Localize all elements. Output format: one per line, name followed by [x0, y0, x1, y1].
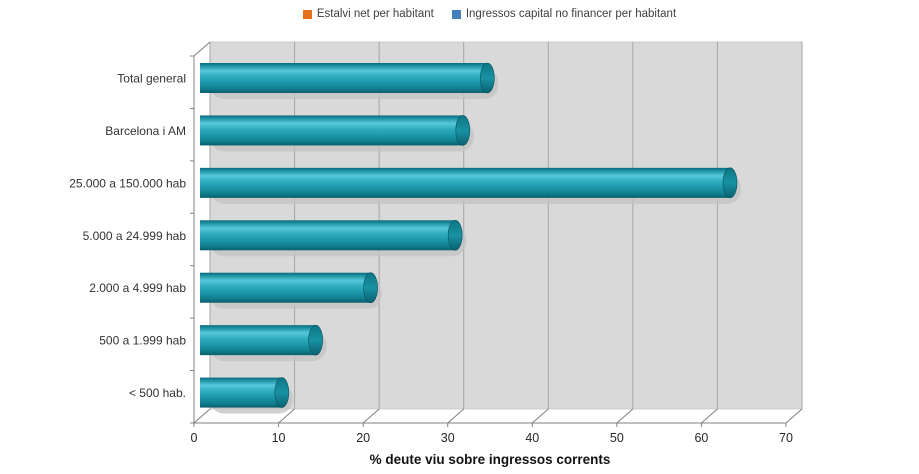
bar	[200, 377, 282, 408]
legend-label-estalvi: Estalvi net per habitant	[316, 8, 434, 20]
x-axis-tick-connector	[531, 408, 549, 424]
bar	[200, 115, 463, 146]
x-axis-tick-connector	[447, 408, 465, 424]
orange-square-swatch-icon	[302, 9, 312, 19]
bar-endcap	[308, 324, 323, 356]
bar	[200, 220, 456, 251]
category-label: 500 a 1.999 hab	[99, 334, 186, 348]
category-label: 25.000 a 150.000 hab	[69, 176, 186, 190]
bar-endcap	[447, 219, 463, 251]
bar-endcap	[363, 272, 378, 304]
x-axis-tick-connector	[785, 408, 803, 424]
x-tick-label: 10	[272, 431, 286, 445]
legend-label-ingressos: Ingressos capital no financer per habita…	[465, 8, 677, 20]
x-axis-tick-connector	[616, 408, 634, 424]
bar	[200, 325, 316, 356]
category-label: Total general	[117, 72, 186, 86]
frame-corner-line	[193, 41, 211, 57]
category-label: < 500 hab.	[129, 386, 186, 400]
category-label: Barcelona i AM	[105, 124, 186, 138]
bar-endcap	[455, 115, 471, 146]
chart-legend: Estalvi net per habitant Ingressos capit…	[60, 8, 919, 20]
category-label: 5.000 a 24.999 hab	[83, 229, 187, 243]
x-axis-tick-connector	[278, 408, 295, 424]
x-tick-label: 20	[356, 431, 370, 445]
x-tick-label: 50	[610, 431, 624, 445]
x-axis-tick-connector	[193, 408, 211, 424]
bar	[200, 167, 731, 198]
bar-endcap	[480, 62, 495, 94]
category-label: 2.000 a 4.999 hab	[89, 281, 186, 295]
bar	[200, 272, 371, 303]
x-tick-label: 60	[694, 431, 708, 445]
x-axis-tick-connector	[362, 408, 380, 424]
x-axis-title: % deute viu sobre ingressos corrents	[370, 452, 611, 467]
bar-endcap	[274, 377, 290, 408]
blue-square-swatch-icon	[451, 9, 461, 19]
bar-endcap	[722, 167, 738, 199]
x-tick-label: 40	[525, 431, 539, 445]
legend-item-estalvi: Estalvi net per habitant	[302, 8, 434, 20]
x-tick-label: 70	[779, 431, 793, 445]
x-axis-tick-connector	[701, 408, 718, 424]
bar	[200, 63, 488, 93]
x-tick-label: 30	[441, 431, 455, 445]
legend-item-ingressos: Ingressos capital no financer per habita…	[451, 8, 677, 20]
x-tick-label: 0	[191, 431, 198, 445]
